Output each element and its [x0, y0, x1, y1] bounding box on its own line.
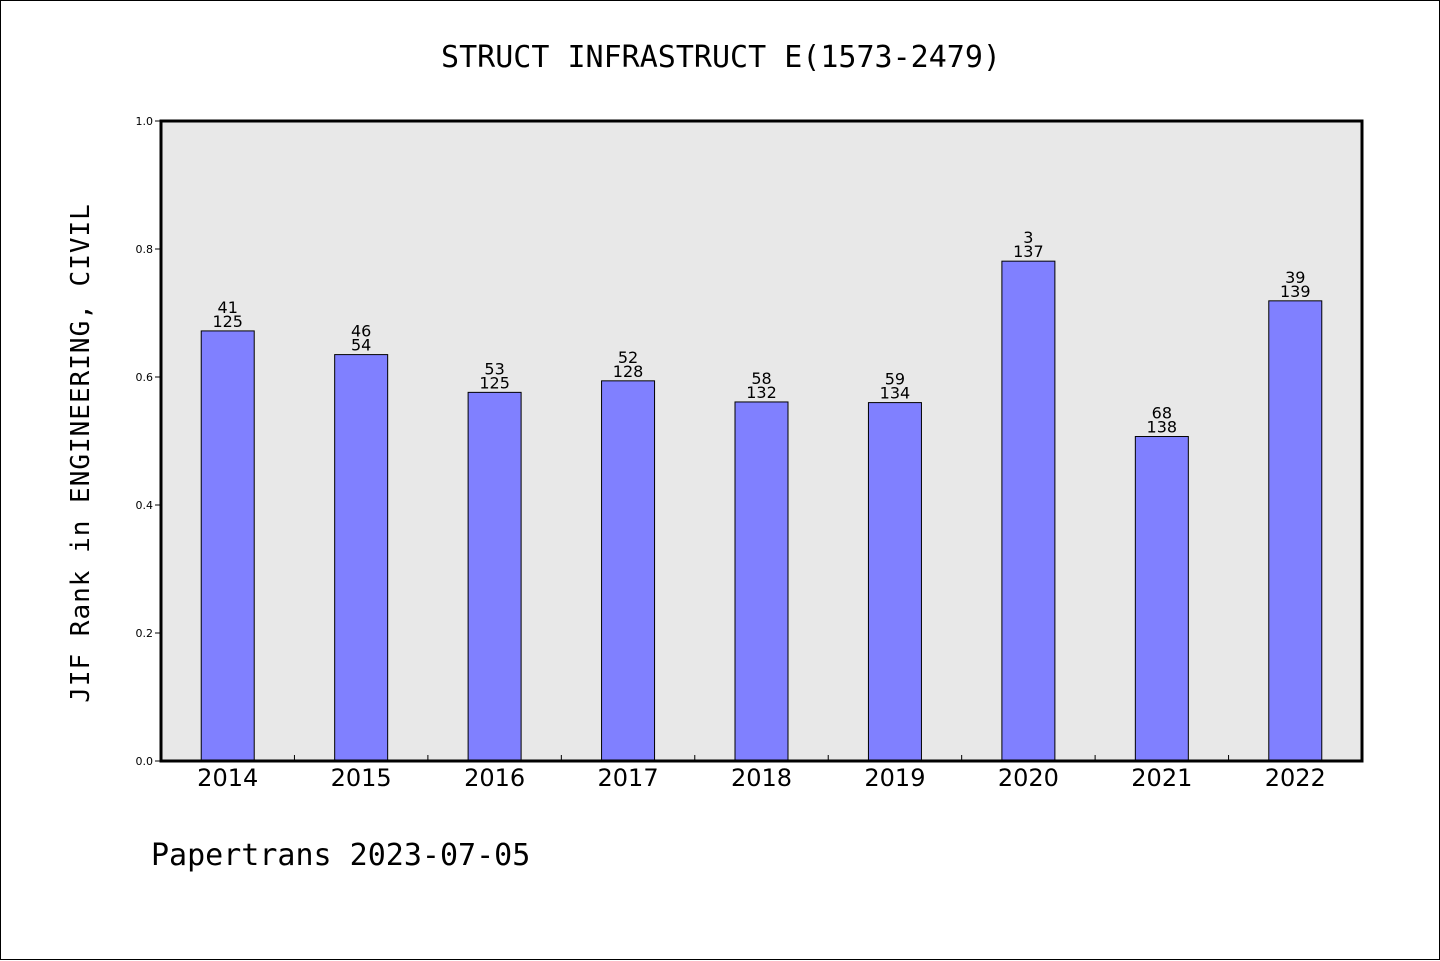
- bar-label-top: 46: [351, 322, 371, 341]
- bar-label-bottom: 138: [1147, 418, 1178, 437]
- y-tick-label: 1.0: [136, 115, 154, 128]
- bar-label-top: 52: [618, 348, 638, 367]
- y-tick-label: 0.6: [136, 371, 154, 384]
- chart-title: STRUCT INFRASTRUCT E(1573-2479): [441, 40, 1001, 75]
- bar-label-bottom: 137: [1013, 242, 1044, 261]
- bar-label-bottom: 125: [479, 373, 510, 392]
- bar-label-top: 41: [218, 298, 238, 317]
- bar-label-top: 59: [885, 370, 905, 389]
- bar-label-top: 53: [484, 359, 504, 378]
- bar: [1268, 300, 1323, 762]
- x-tick-label: 2014: [197, 764, 258, 792]
- bar: [467, 391, 522, 762]
- x-tick-label: 2022: [1265, 764, 1326, 792]
- bar-label-top: 3: [1023, 228, 1033, 247]
- plot-border: [159, 119, 1364, 763]
- bar-label-top: 68: [1152, 404, 1172, 423]
- x-tick-label: 2017: [598, 764, 659, 792]
- x-tick-label: 2021: [1131, 764, 1192, 792]
- x-tick-label: 2019: [864, 764, 925, 792]
- bar: [1001, 260, 1056, 762]
- x-tick-label: 2016: [464, 764, 525, 792]
- bar: [1134, 436, 1189, 762]
- bar-label-bottom: 139: [1280, 282, 1311, 301]
- x-tick-label: 2020: [998, 764, 1059, 792]
- x-tick-label: 2015: [331, 764, 392, 792]
- bar: [200, 330, 255, 762]
- bar-label-top: 58: [751, 369, 771, 388]
- y-tick-label: 0.8: [136, 243, 154, 256]
- bar-label-bottom: 128: [613, 362, 644, 381]
- x-tick-label: 2018: [731, 764, 792, 792]
- bar: [334, 354, 389, 762]
- bar-label-bottom: 132: [746, 383, 777, 402]
- bar: [601, 380, 656, 762]
- bar-label-bottom: 125: [212, 312, 243, 331]
- y-tick-label: 0.4: [136, 499, 154, 512]
- footer-text: Papertrans 2023-07-05: [151, 838, 530, 873]
- bar-label-bottom: 134: [880, 384, 911, 403]
- bar-label-bottom: 54: [351, 336, 371, 355]
- bar: [867, 402, 922, 762]
- bar-label-top: 39: [1285, 268, 1305, 287]
- bar: [734, 401, 789, 762]
- y-tick-label: 0.2: [136, 627, 154, 640]
- x-axis: 2014 2015 2016 2017 2018 2019 2020 2021 2022: [197, 755, 1326, 792]
- y-axis: 0.0 0.2 0.4 0.6 0.8 1.0: [136, 115, 161, 768]
- y-axis-label: JIF Rank in ENGINEERING, CIVIL: [66, 203, 96, 703]
- y-tick-label: 0.0: [136, 755, 154, 768]
